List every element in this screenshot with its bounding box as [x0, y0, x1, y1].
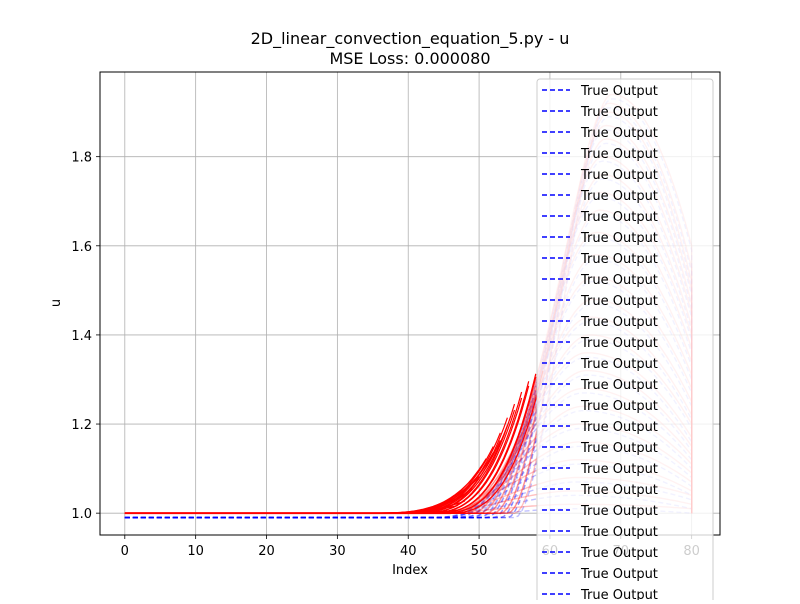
legend-entry-label: True Output	[580, 231, 658, 246]
legend-entry-label: True Output	[580, 567, 658, 582]
y-tick-label: 1.2	[71, 418, 92, 433]
x-axis-label: Index	[392, 563, 428, 578]
y-ticks: 1.0 1.2 1.4 1.6 1.8	[71, 151, 100, 522]
legend-entry-label: True Output	[580, 462, 658, 477]
x-tick-label: 10	[187, 544, 204, 559]
chart-title: 2D_linear_convection_equation_5.py - u	[251, 29, 570, 49]
legend-entry-label: True Output	[580, 504, 658, 519]
axes-frame	[99, 71, 721, 536]
y-tick-label: 1.8	[71, 151, 92, 166]
legend-entry-label: True Output	[580, 168, 658, 183]
x-tick-label: 20	[258, 544, 275, 559]
legend-entry-label: True Output	[580, 252, 658, 267]
predicted-front-line	[443, 370, 544, 514]
legend-entry-label: True Output	[580, 357, 658, 372]
legend: True Output True Output True Output True Ou…	[536, 78, 714, 604]
x-tick-label: 30	[329, 544, 346, 559]
predicted-front-line	[436, 376, 537, 514]
x-tick-label: 50	[471, 544, 488, 559]
legend-entry-label: True Output	[580, 588, 658, 600]
legend-entry-label: True Output	[580, 483, 658, 498]
legend-entry-label: True Output	[580, 105, 658, 120]
x-tick-label: 0	[121, 544, 129, 559]
legend-entry-label: True Output	[580, 84, 658, 99]
legend-entry-label: True Output	[580, 273, 658, 288]
legend-entry-label: True Output	[580, 294, 658, 309]
legend-entry-label: True Output	[580, 378, 658, 393]
legend-entry-label: True Output	[580, 336, 658, 351]
y-tick-label: 1.0	[71, 507, 92, 522]
chart-subtitle: MSE Loss: 0.000080	[329, 49, 490, 68]
legend-entry-label: True Output	[580, 399, 658, 414]
y-tick-label: 1.4	[71, 329, 92, 344]
x-tick-label: 40	[400, 544, 417, 559]
y-tick-label: 1.6	[71, 240, 92, 255]
y-axis-label: u	[49, 299, 64, 307]
legend-entry-label: True Output	[580, 189, 658, 204]
legend-entry-label: True Output	[580, 420, 658, 435]
legend-entry-label: True Output	[580, 525, 658, 540]
legend-box	[536, 78, 714, 604]
legend-entry-label: True Output	[580, 147, 658, 162]
legend-entry-label: True Output	[580, 546, 658, 561]
legend-entry-label: True Output	[580, 126, 658, 141]
legend-entry-label: True Output	[580, 315, 658, 330]
legend-entry-label: True Output	[580, 441, 658, 456]
legend-entry-label: True Output	[580, 210, 658, 225]
